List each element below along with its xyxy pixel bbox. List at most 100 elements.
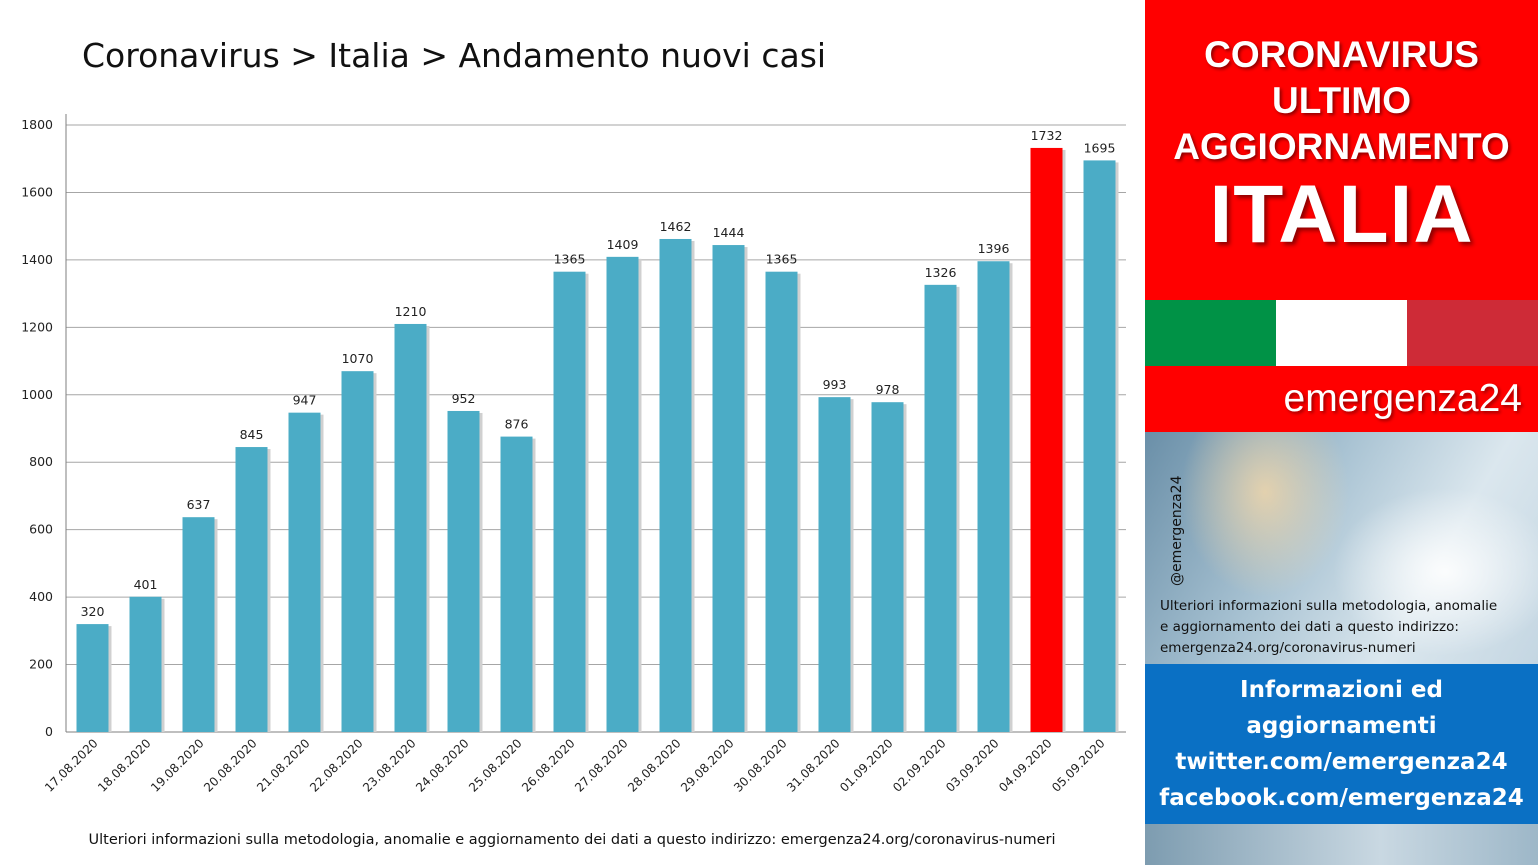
data-label: 993 xyxy=(823,377,847,392)
bar xyxy=(1030,147,1063,733)
y-tick-label: 600 xyxy=(29,522,53,537)
right-panel: CORONAVIRUS ULTIMO AGGIORNAMENTO ITALIA … xyxy=(1145,0,1538,865)
data-label: 1444 xyxy=(713,225,745,240)
bar xyxy=(182,517,215,732)
bar xyxy=(659,238,692,732)
bar xyxy=(871,402,904,732)
bar xyxy=(712,245,745,732)
x-tick-label: 26.08.2020 xyxy=(519,736,577,794)
data-label: 947 xyxy=(293,393,317,408)
x-tick-label: 19.08.2020 xyxy=(148,736,206,794)
gridlines xyxy=(66,124,1126,666)
x-tick-label: 18.08.2020 xyxy=(95,736,153,794)
data-label: 952 xyxy=(452,391,476,406)
x-tick-label: 23.08.2020 xyxy=(360,736,418,794)
data-labels: 320 401 637 845 947 1070 1210 952 876 1365 1409 146… xyxy=(81,128,1116,619)
data-label: 845 xyxy=(240,427,264,442)
headline-line-1: CORONAVIRUS xyxy=(1204,34,1479,75)
bar xyxy=(76,624,109,732)
flag-red-stripe xyxy=(1407,300,1538,366)
data-label: 1409 xyxy=(607,237,639,252)
data-label: 1732 xyxy=(1031,128,1063,143)
bar xyxy=(553,271,586,732)
bottom-photo-strip xyxy=(1145,824,1538,865)
bar xyxy=(818,397,851,732)
x-tick-label: 21.08.2020 xyxy=(254,736,312,794)
headline-line-2: ULTIMO xyxy=(1271,80,1412,121)
x-tick-label: 03.09.2020 xyxy=(943,736,1001,794)
x-tick-label: 30.08.2020 xyxy=(731,736,789,794)
footnote: Ulteriori informazioni sulla metodologia… xyxy=(88,832,1056,848)
data-label: 978 xyxy=(876,382,900,397)
bars xyxy=(76,147,1119,733)
twitter-link[interactable]: twitter.com/emergenza24 xyxy=(1175,749,1508,775)
bar xyxy=(500,436,533,732)
data-label: 1365 xyxy=(766,252,798,267)
x-tick-label: 04.09.2020 xyxy=(996,736,1054,794)
y-tick-label: 0 xyxy=(45,724,53,739)
facebook-link[interactable]: facebook.com/emergenza24 xyxy=(1159,785,1524,811)
data-label: 876 xyxy=(505,417,529,432)
flag-green-stripe xyxy=(1145,300,1276,366)
x-tick-label: 24.08.2020 xyxy=(413,736,471,794)
x-tick-label: 29.08.2020 xyxy=(678,736,736,794)
bar xyxy=(924,284,957,732)
flag-white-stripe xyxy=(1276,300,1407,366)
info-line: e aggiornamento dei dati a questo indiri… xyxy=(1160,619,1459,635)
bar xyxy=(606,256,639,732)
chart-title: Coronavirus > Italia > Andamento nuovi c… xyxy=(82,36,827,75)
data-label: 1365 xyxy=(554,252,586,267)
brand-label: emergenza24 xyxy=(1145,366,1538,432)
data-label: 1396 xyxy=(978,241,1010,256)
x-tick-label: 28.08.2020 xyxy=(625,736,683,794)
data-label: 637 xyxy=(187,497,211,512)
country-label: ITALIA xyxy=(1209,169,1474,260)
data-label: 1070 xyxy=(342,351,374,366)
bar xyxy=(288,412,321,732)
twitter-handle: @emergenza24 xyxy=(1169,475,1185,587)
bar xyxy=(765,271,798,732)
headline-box: CORONAVIRUS ULTIMO AGGIORNAMENTO ITALIA xyxy=(1145,0,1538,300)
x-tick-label: 05.09.2020 xyxy=(1049,736,1107,794)
bar xyxy=(341,371,374,732)
x-tick-label: 22.08.2020 xyxy=(307,736,365,794)
bar xyxy=(1083,160,1116,733)
info-line: Ulteriori informazioni sulla metodologia… xyxy=(1160,598,1498,614)
background-photo: @emergenza24 Ulteriori informazioni sull… xyxy=(1145,432,1538,664)
y-tick-label: 400 xyxy=(29,589,53,604)
info-text: Ulteriori informazioni sulla metodologia… xyxy=(1160,596,1532,659)
bar xyxy=(129,596,162,732)
bar xyxy=(447,410,480,732)
social-line: aggiornamenti xyxy=(1246,713,1437,739)
x-tick-label: 17.08.2020 xyxy=(42,736,100,794)
y-tick-label: 800 xyxy=(29,454,53,469)
data-label: 1210 xyxy=(395,304,427,319)
x-tick-label: 20.08.2020 xyxy=(201,736,259,794)
info-line: emergenza24.org/coronavirus-numeri xyxy=(1160,640,1416,656)
data-label: 320 xyxy=(81,604,105,619)
data-label: 1326 xyxy=(925,265,957,280)
x-tick-label: 01.09.2020 xyxy=(837,736,895,794)
data-label: 401 xyxy=(134,577,158,592)
social-line: Informazioni ed xyxy=(1240,677,1443,703)
y-tick-label: 1400 xyxy=(21,252,53,267)
x-tick-label: 31.08.2020 xyxy=(784,736,842,794)
x-tick-label: 27.08.2020 xyxy=(572,736,630,794)
bar-chart: 320 401 637 845 947 1070 1210 952 876 1365 1409 146… xyxy=(21,114,1126,795)
data-label: 1462 xyxy=(660,219,692,234)
italian-flag xyxy=(1145,300,1538,366)
y-tick-label: 1000 xyxy=(21,387,53,402)
data-label: 1695 xyxy=(1084,140,1116,155)
x-tick-label: 02.09.2020 xyxy=(890,736,948,794)
social-box: Informazioni ed aggiornamenti twitter.co… xyxy=(1145,664,1538,824)
bar xyxy=(977,261,1010,732)
y-tick-label: 1200 xyxy=(21,319,53,334)
y-tick-label: 200 xyxy=(29,657,53,672)
axes xyxy=(65,114,1126,733)
bar xyxy=(394,323,427,732)
y-tick-label: 1800 xyxy=(21,117,53,132)
headline-line-3: AGGIORNAMENTO xyxy=(1173,126,1510,167)
y-tick-label: 1600 xyxy=(21,184,53,199)
bar xyxy=(235,447,268,732)
x-tick-label: 25.08.2020 xyxy=(466,736,524,794)
